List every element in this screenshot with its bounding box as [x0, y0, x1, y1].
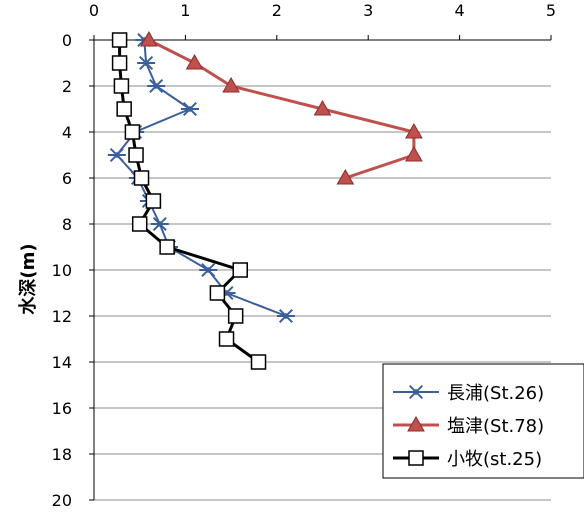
series-group: [107, 30, 423, 370]
y-tick-label-14: 14: [52, 353, 72, 372]
series-1-point-2: [222, 76, 240, 93]
series-2-point-0: [111, 32, 128, 48]
series-0-point-5: [107, 147, 126, 163]
x-tick-label-0: 0: [89, 1, 99, 20]
series-0-point-3: [180, 101, 199, 117]
x-tick-label-4: 4: [455, 1, 465, 20]
series-2-point-3: [116, 101, 132, 117]
y-tick-label-18: 18: [52, 445, 72, 464]
series-2-point-2: [113, 78, 130, 94]
series-2-point-10: [232, 262, 248, 278]
y-tick-label-2: 2: [62, 77, 72, 96]
x-tick-label-3: 3: [363, 1, 373, 20]
y-tick-label-16: 16: [52, 399, 72, 418]
y-tick-label-6: 6: [62, 169, 72, 188]
series-2-point-7: [145, 193, 162, 209]
legend-item-1: 塩津(St.78): [393, 415, 544, 437]
y-tick-label-20: 20: [52, 491, 72, 510]
series-2-point-4: [124, 124, 141, 140]
series-1-point-1: [185, 53, 204, 70]
y-tick-label-4: 4: [62, 123, 72, 142]
legend-label-1: 塩津(St.78): [447, 416, 544, 437]
series-1-point-6: [336, 168, 355, 185]
series-2-point-13: [218, 331, 235, 347]
legend-label-2: 小牧(st.25): [447, 449, 542, 470]
series-1: [139, 30, 423, 185]
series-0-point-12: [276, 308, 295, 324]
series-1-point-5: [405, 145, 423, 162]
series-2-point-1: [111, 55, 128, 71]
series-2-point-14: [250, 354, 267, 370]
series-2-point-6: [133, 170, 150, 186]
gridlines: [94, 85, 551, 501]
series-0-point-1: [137, 55, 156, 71]
legend-swatch-marker-2: [408, 450, 424, 466]
series-0-point-10: [199, 262, 218, 278]
series-1-point-3: [313, 99, 332, 116]
x-tick-label-1: 1: [180, 1, 190, 20]
y-tick-label-8: 8: [62, 215, 72, 234]
legend-item-0: 長浦(St.26): [393, 383, 544, 404]
legend: 長浦(St.26) 塩津(St.78) 小牧(st.25): [382, 363, 584, 479]
series-2: [111, 32, 267, 370]
x-tick-label-5: 5: [546, 1, 556, 20]
series-2-point-8: [131, 216, 148, 232]
series-1-point-0: [139, 30, 158, 47]
series-2-point-9: [159, 239, 175, 255]
series-0-point-2: [147, 78, 166, 94]
legend-swatch-marker-0: [407, 384, 425, 400]
legend-label-0: 長浦(St.26): [447, 383, 544, 404]
y-axis-label: 水深(m): [17, 243, 39, 314]
x-tick-label-2: 2: [272, 1, 282, 20]
series-0-point-8: [150, 216, 169, 232]
y-tick-label-12: 12: [52, 307, 72, 326]
series-2-point-5: [128, 147, 144, 163]
y-tick-label-0: 0: [62, 31, 72, 50]
y-tick-label-10: 10: [52, 261, 72, 280]
legend-swatch-marker-1: [407, 415, 425, 432]
series-2-point-11: [209, 285, 226, 301]
legend-item-2: 小牧(st.25): [393, 449, 542, 470]
series-2-point-12: [227, 308, 244, 324]
series-1-point-4: [405, 122, 423, 139]
